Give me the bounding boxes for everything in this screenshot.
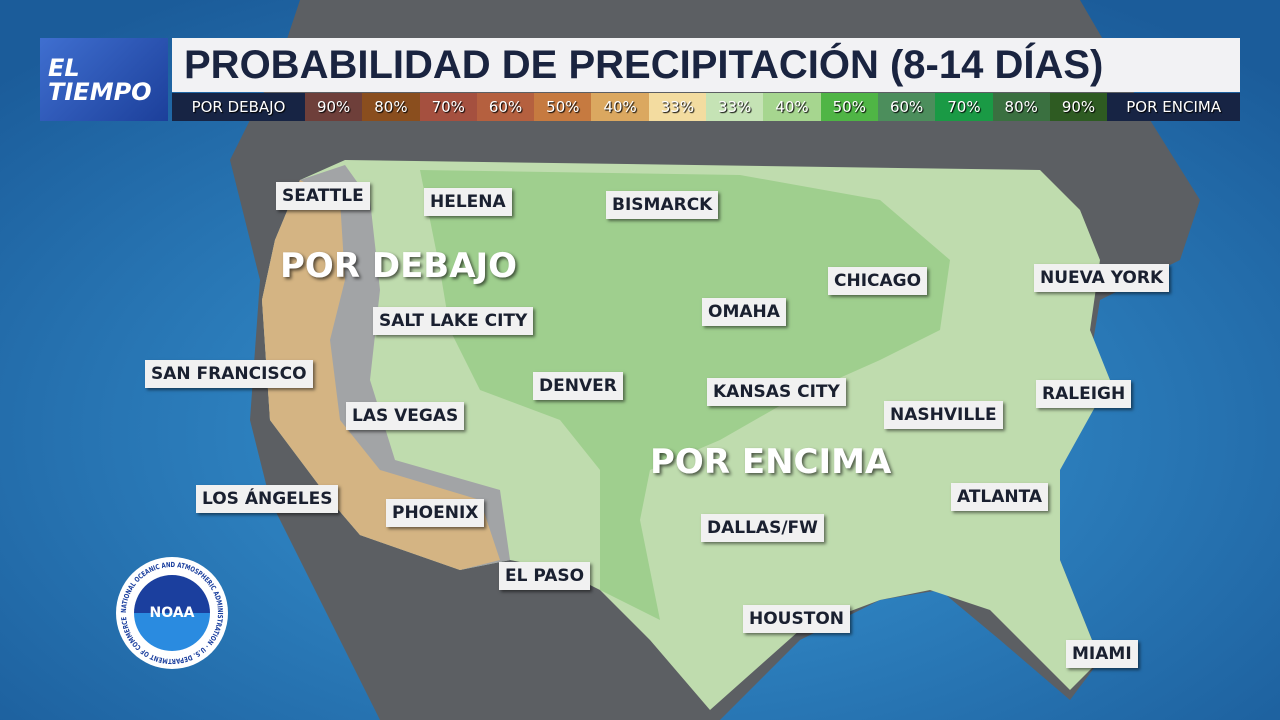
city-label: OMAHA [702, 298, 786, 326]
legend-below-label: POR DEBAJO [172, 93, 305, 121]
legend-cell: 70% [935, 93, 993, 121]
city-label: SALT LAKE CITY [373, 307, 534, 335]
city-label: ATLANTA [951, 483, 1049, 511]
city-label: HOUSTON [743, 605, 851, 633]
city-label: DENVER [533, 372, 623, 400]
legend-cell: 50% [534, 93, 592, 121]
city-label: LOS ÁNGELES [196, 485, 339, 513]
city-label: SAN FRANCISCO [145, 360, 313, 388]
logo-line2: TIEMPO [48, 77, 152, 106]
city-label: KANSAS CITY [707, 378, 846, 406]
city-label: MIAMI [1066, 640, 1138, 668]
legend-cell: 90% [305, 93, 363, 121]
legend-cell: 80% [362, 93, 420, 121]
legend-cell: 90% [1049, 93, 1108, 121]
city-label: EL PASO [499, 562, 591, 590]
legend-cell: 50% [820, 93, 878, 121]
legend-above-label: POR ENCIMA [1107, 93, 1241, 121]
el-tiempo-logo: EL TIEMPO [40, 38, 168, 121]
legend-cell: 80% [992, 93, 1050, 121]
legend-cell: 60% [877, 93, 936, 121]
noaa-logo: NATIONAL OCEANIC AND ATMOSPHERIC ADMINIS… [115, 556, 229, 670]
above-normal-medium [420, 170, 950, 620]
legend-cell: 33% [706, 93, 764, 121]
legend: POR DEBAJO 90% 80% 70% 60% 50% 40% 33% 33% 40% 50… [172, 93, 1241, 121]
city-label: CHICAGO [828, 267, 928, 295]
legend-cell: 33% [648, 93, 707, 121]
region-label-above: POR ENCIMA [650, 442, 892, 482]
legend-cell: 70% [419, 93, 477, 121]
legend-cell: 60% [476, 93, 535, 121]
region-label-below: POR DEBAJO [280, 246, 518, 286]
legend-cell: 40% [591, 93, 649, 121]
city-label: NUEVA YORK [1034, 264, 1170, 292]
city-label: LAS VEGAS [346, 402, 465, 430]
below-normal [262, 180, 500, 570]
page-title: PROBABILIDAD DE PRECIPITACIÓN (8-14 DÍAS… [172, 38, 1240, 92]
city-label: HELENA [424, 188, 512, 216]
city-label: SEATTLE [276, 182, 370, 210]
city-label: BISMARCK [606, 191, 719, 219]
city-label: DALLAS/FW [701, 514, 824, 542]
logo-line1: EL [48, 53, 80, 82]
city-label: RALEIGH [1036, 380, 1132, 408]
legend-cell: 40% [763, 93, 821, 121]
noaa-label: NOAA [134, 575, 210, 651]
city-label: NASHVILLE [884, 401, 1003, 429]
city-label: PHOENIX [386, 499, 485, 527]
